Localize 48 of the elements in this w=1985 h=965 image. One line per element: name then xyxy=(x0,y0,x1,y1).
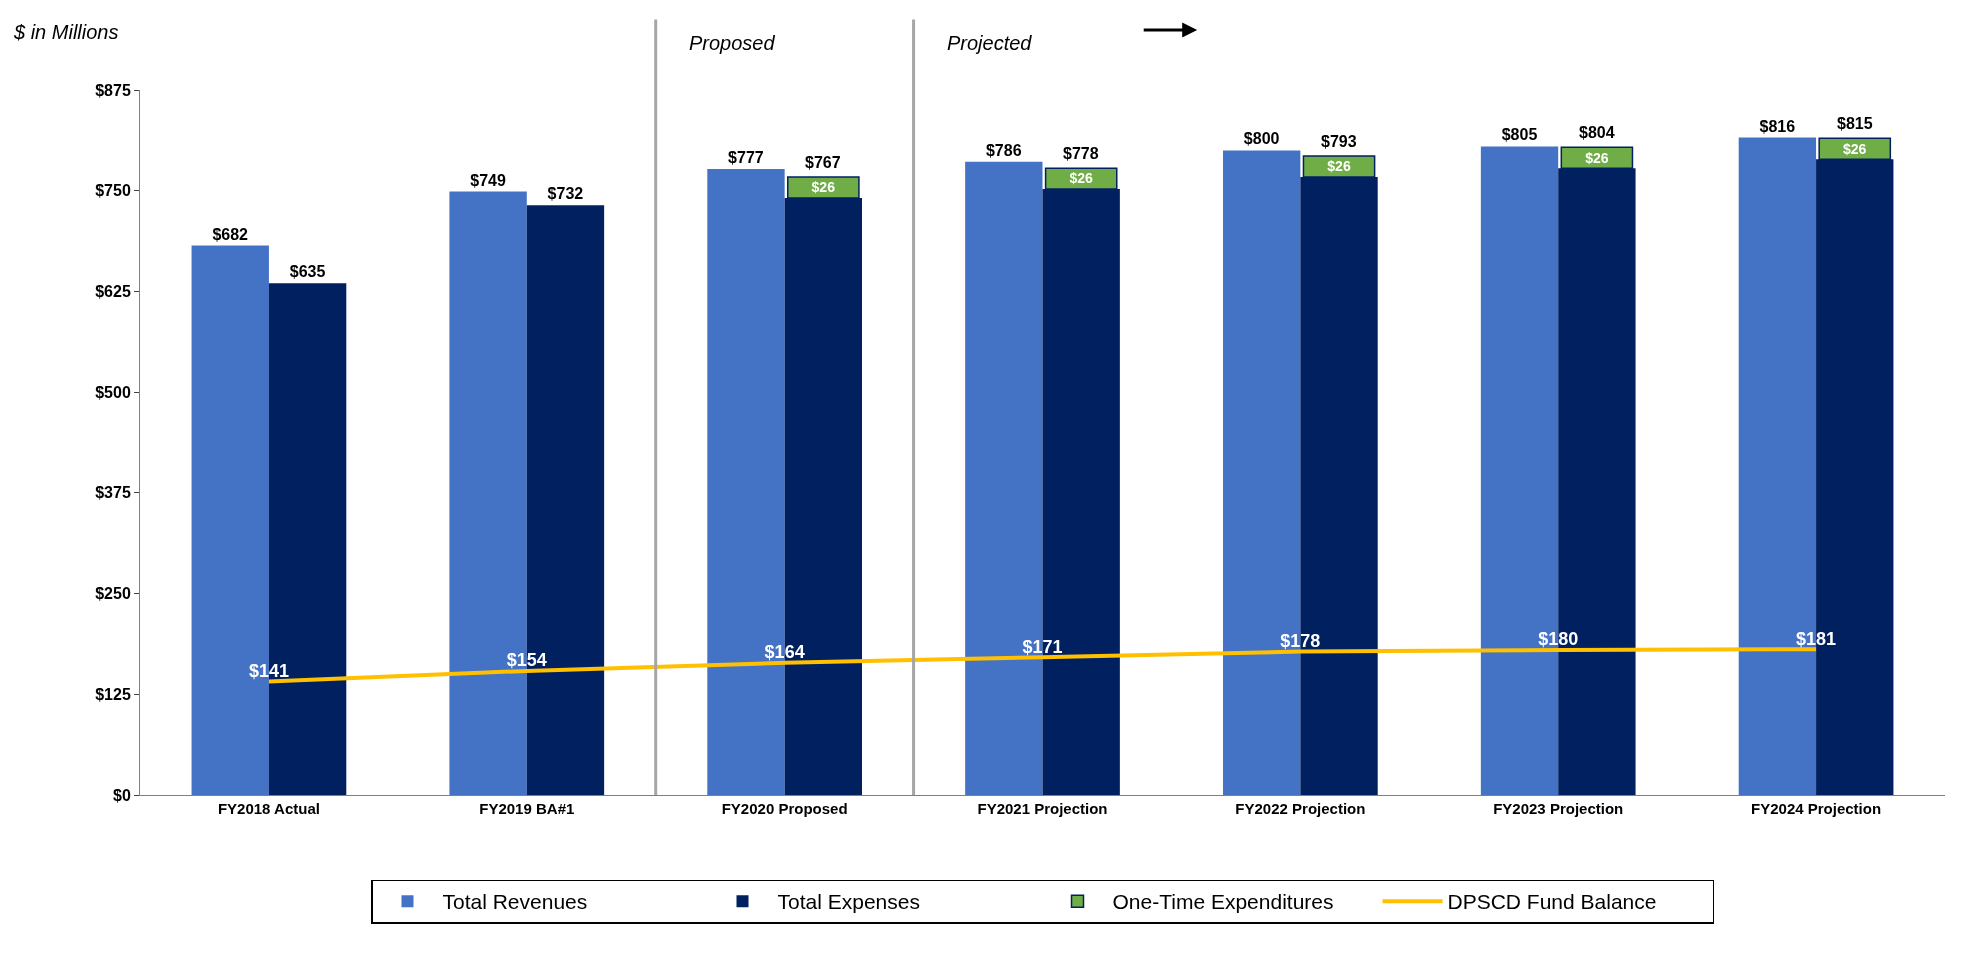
annotation: $778 xyxy=(1063,145,1099,162)
x-tick-label: FY2018 Actual xyxy=(217,800,320,817)
y-tick-label: $125 xyxy=(95,685,131,703)
x-tick-label: FY2024 Projection xyxy=(1751,800,1882,817)
data-label: $749 xyxy=(470,171,506,189)
data-label: $181 xyxy=(1796,628,1837,649)
data-label: $178 xyxy=(1280,631,1321,652)
data-label: $800 xyxy=(1243,130,1280,148)
text: Projected xyxy=(947,32,1033,54)
data-label: $635 xyxy=(289,263,326,281)
x-tick-label: FY2023 Projection xyxy=(1493,800,1624,817)
y-tick-label: $375 xyxy=(95,484,131,502)
y-tick-label: $875 xyxy=(95,81,131,99)
data-label: $805 xyxy=(1501,126,1538,144)
data-label: $141 xyxy=(248,660,289,681)
legend-label: Total Revenues xyxy=(442,890,588,914)
legend-label: One-Time Expenditures xyxy=(1112,890,1334,914)
data-label: $26 xyxy=(1842,140,1867,157)
data-label: $816 xyxy=(1759,117,1796,135)
y-axis-title: $ in Millions xyxy=(13,21,119,43)
x-tick-label: FY2020 Proposed xyxy=(721,800,848,817)
annotation: $793 xyxy=(1321,133,1357,150)
data-label: $164 xyxy=(764,642,805,663)
x-tick-label: FY2019 BA#1 xyxy=(479,800,575,817)
x-tick-label: FY2022 Projection xyxy=(1235,800,1366,817)
data-label: $26 xyxy=(1069,170,1094,187)
data-label: $154 xyxy=(506,650,547,671)
data-label: $682 xyxy=(212,225,249,243)
data-label: $26 xyxy=(1327,158,1351,175)
x-tick-label: FY2021 Projection xyxy=(977,800,1108,817)
data-label: $786 xyxy=(985,141,1022,159)
y-tick-label: $750 xyxy=(95,182,131,200)
y-tick-label: $500 xyxy=(95,383,131,401)
data-label: $26 xyxy=(1585,149,1609,166)
legend-label: Total Expenses xyxy=(777,890,920,914)
data-label: $26 xyxy=(811,179,836,196)
annotation: $815 xyxy=(1837,115,1873,132)
data-label: $171 xyxy=(1022,636,1063,657)
data-label: $777 xyxy=(728,148,764,166)
y-tick-label: $250 xyxy=(95,585,131,603)
text: Proposed xyxy=(689,32,776,54)
annotation: $804 xyxy=(1579,124,1615,141)
annotation: $767 xyxy=(805,154,841,171)
data-label: $180 xyxy=(1538,629,1579,650)
data-label: $732 xyxy=(547,185,584,203)
y-tick-label: $625 xyxy=(95,283,131,301)
legend-label: DPSCD Fund Balance xyxy=(1447,890,1657,914)
y-tick-label: $0 xyxy=(113,786,131,804)
